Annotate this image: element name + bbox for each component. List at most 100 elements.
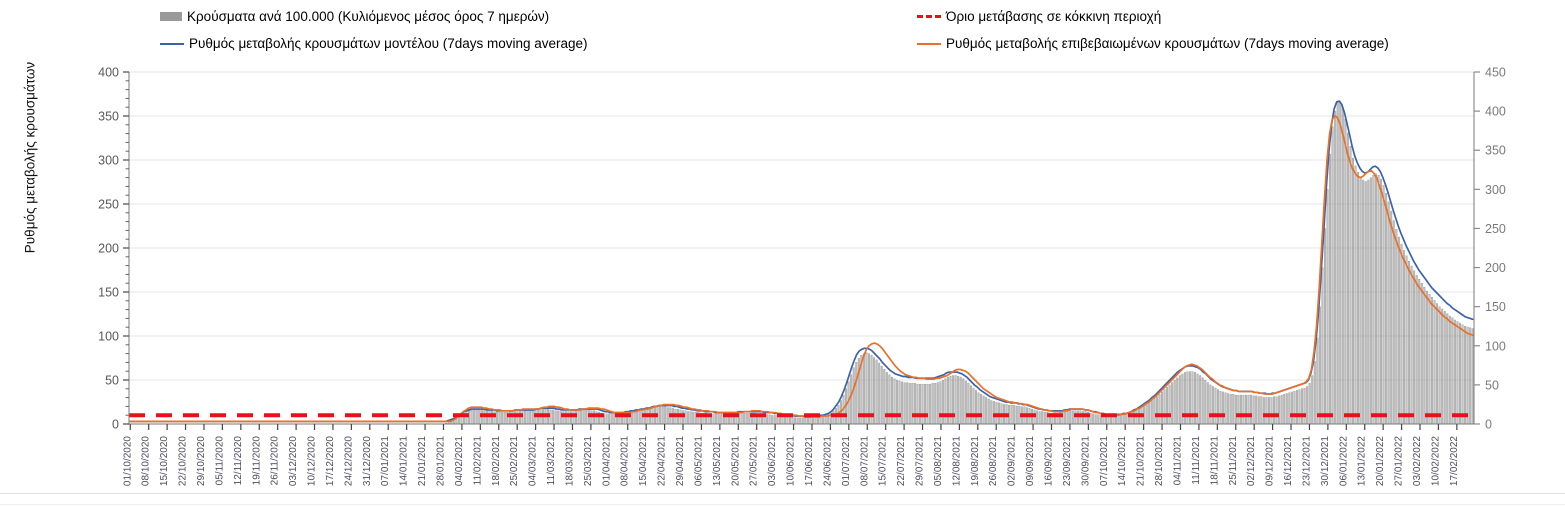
series-line-model-rate[interactable] <box>129 100 1474 423</box>
x-tick-label[interactable]: 11/02/2021 <box>472 436 483 486</box>
x-tick-label[interactable]: 01/10/2020 <box>122 436 133 486</box>
y-tick-label-left[interactable]: 0 <box>112 418 119 432</box>
y-tick-label-left[interactable]: 250 <box>98 198 119 212</box>
x-tick-label[interactable]: 25/11/2021 <box>1228 436 1239 486</box>
x-tick-label[interactable]: 14/01/2021 <box>399 436 410 486</box>
y-tick-label-left[interactable]: 400 <box>98 66 119 80</box>
x-tick-label[interactable]: 25/03/2021 <box>583 436 594 486</box>
x-tick-label[interactable]: 18/02/2021 <box>491 436 502 486</box>
x-tick-label[interactable]: 17/06/2021 <box>804 436 815 486</box>
x-tick-label[interactable]: 16/12/2021 <box>1283 436 1294 486</box>
bar <box>916 383 919 425</box>
x-tick-label[interactable]: 15/10/2020 <box>159 436 170 486</box>
x-tick-label[interactable]: 11/11/2021 <box>1191 436 1202 485</box>
y-tick-label-right[interactable]: 150 <box>1485 300 1506 314</box>
x-tick-label[interactable]: 04/03/2021 <box>528 436 539 486</box>
y-tick-label-right[interactable]: 350 <box>1485 144 1506 158</box>
x-tick-label[interactable]: 11/03/2021 <box>546 436 557 486</box>
x-tick-label[interactable]: 10/12/2020 <box>307 436 318 486</box>
x-tick-label[interactable]: 22/07/2021 <box>896 436 907 486</box>
x-tick-label[interactable]: 25/02/2021 <box>509 436 520 486</box>
y-tick-label-left[interactable]: 100 <box>98 330 119 344</box>
x-tick-label[interactable]: 21/10/2021 <box>1136 436 1147 486</box>
x-tick-label[interactable]: 29/04/2021 <box>675 436 686 486</box>
y-tick-label-right[interactable]: 50 <box>1485 378 1499 392</box>
x-tick-label[interactable]: 09/09/2021 <box>1025 436 1036 486</box>
x-tick-label[interactable]: 02/09/2021 <box>1007 436 1018 486</box>
x-tick-label[interactable]: 22/04/2021 <box>657 436 668 486</box>
y-tick-label-left[interactable]: 50 <box>105 374 119 388</box>
y-tick-label-right[interactable]: 300 <box>1485 183 1506 197</box>
x-tick-label[interactable]: 06/01/2022 <box>1338 436 1349 486</box>
y-tick-label-right[interactable]: 200 <box>1485 261 1506 275</box>
x-tick-label[interactable]: 15/04/2021 <box>638 436 649 486</box>
x-tick-label[interactable]: 06/05/2021 <box>693 436 704 486</box>
x-tick-label[interactable]: 12/08/2021 <box>951 436 962 486</box>
x-tick-label[interactable]: 10/06/2021 <box>786 436 797 486</box>
x-tick-label[interactable]: 28/01/2021 <box>435 436 446 486</box>
x-tick-label[interactable]: 04/11/2021 <box>1172 436 1183 486</box>
x-tick-label[interactable]: 08/07/2021 <box>859 436 870 486</box>
x-tick-label[interactable]: 03/12/2020 <box>288 436 299 486</box>
x-tick-label[interactable]: 17/02/2022 <box>1449 436 1460 486</box>
x-tick-label[interactable]: 16/09/2021 <box>1044 436 1055 486</box>
x-tick-label[interactable]: 23/09/2021 <box>1062 436 1073 486</box>
x-tick-label[interactable]: 03/06/2021 <box>767 436 778 486</box>
x-tick-label[interactable]: 13/05/2021 <box>712 436 723 486</box>
y-tick-label-left[interactable]: 150 <box>98 286 119 300</box>
y-tick-label-right[interactable]: 250 <box>1485 222 1506 236</box>
x-tick-label[interactable]: 08/04/2021 <box>620 436 631 486</box>
x-tick-label[interactable]: 15/07/2021 <box>878 436 889 486</box>
x-tick-label[interactable]: 13/01/2022 <box>1357 436 1368 486</box>
x-tick-label[interactable]: 21/01/2021 <box>417 436 428 486</box>
series-line-confirmed-rate[interactable] <box>129 115 1474 423</box>
x-tick-label[interactable]: 01/04/2021 <box>601 436 612 486</box>
x-tick-label[interactable]: 18/03/2021 <box>564 436 575 486</box>
x-tick-label[interactable]: 03/02/2022 <box>1412 436 1423 486</box>
x-tick-label[interactable]: 09/12/2021 <box>1265 436 1276 486</box>
x-tick-label[interactable]: 01/07/2021 <box>841 436 852 486</box>
x-tick-label[interactable]: 20/01/2022 <box>1375 436 1386 486</box>
x-tick-label[interactable]: 17/12/2020 <box>325 436 336 486</box>
x-tick-label[interactable]: 26/08/2021 <box>988 436 999 486</box>
x-tick-label[interactable]: 27/01/2022 <box>1394 436 1405 486</box>
y-tick-label-right[interactable]: 0 <box>1485 418 1492 432</box>
x-tick-label[interactable]: 24/12/2020 <box>343 436 354 486</box>
legend-item-red-threshold[interactable]: Όριο μετάβασης σε κόκκινη περιοχή <box>917 10 1161 24</box>
y-tick-label-left[interactable]: 300 <box>98 154 119 168</box>
x-tick-label[interactable]: 24/06/2021 <box>822 436 833 486</box>
x-tick-label[interactable]: 04/02/2021 <box>454 436 465 486</box>
x-tick-label[interactable]: 23/12/2021 <box>1301 436 1312 486</box>
x-tick-label[interactable]: 22/10/2020 <box>178 436 189 486</box>
x-tick-label[interactable]: 07/10/2021 <box>1099 436 1110 486</box>
x-tick-label[interactable]: 14/10/2021 <box>1117 436 1128 486</box>
x-tick-label[interactable]: 02/12/2021 <box>1246 436 1257 486</box>
x-tick-label[interactable]: 19/08/2021 <box>970 436 981 486</box>
y-tick-label-right[interactable]: 400 <box>1485 105 1506 119</box>
x-tick-label[interactable]: 29/10/2020 <box>196 436 207 486</box>
x-tick-label[interactable]: 18/11/2021 <box>1209 436 1220 486</box>
x-tick-label[interactable]: 31/12/2020 <box>362 436 373 486</box>
legend-item-confirmed-rate[interactable]: Ρυθμός μεταβολής επιβεβαιωμένων κρουσμάτ… <box>917 37 1389 51</box>
x-tick-label[interactable]: 26/11/2020 <box>270 436 281 486</box>
x-tick-label[interactable]: 12/11/2020 <box>233 436 244 486</box>
x-tick-label[interactable]: 05/11/2020 <box>214 436 225 486</box>
x-tick-label[interactable]: 30/09/2021 <box>1080 436 1091 486</box>
x-tick-label[interactable]: 07/01/2021 <box>380 436 391 486</box>
x-tick-label[interactable]: 20/05/2021 <box>730 436 741 486</box>
x-tick-label[interactable]: 29/07/2021 <box>915 436 926 486</box>
y-tick-label-left[interactable]: 200 <box>98 242 119 256</box>
bars-group[interactable] <box>445 101 1474 425</box>
x-tick-label[interactable]: 08/10/2020 <box>141 436 152 486</box>
x-tick-label[interactable]: 10/02/2022 <box>1430 436 1441 486</box>
legend-item-model-rate[interactable]: Ρυθμός μεταβολής κρουσμάτων μοντέλου (7d… <box>160 37 588 51</box>
y-tick-label-left[interactable]: 350 <box>98 110 119 124</box>
x-tick-label[interactable]: 19/11/2020 <box>251 436 262 486</box>
y-tick-label-right[interactable]: 450 <box>1485 66 1506 80</box>
legend-item-cases-per-100k[interactable]: Κρούσματα ανά 100.000 (Κυλιόμενος μέσος … <box>160 10 549 24</box>
y-tick-label-right[interactable]: 100 <box>1485 339 1506 353</box>
x-tick-label[interactable]: 27/05/2021 <box>749 436 760 486</box>
x-tick-label[interactable]: 28/10/2021 <box>1154 436 1165 486</box>
x-tick-label[interactable]: 05/08/2021 <box>933 436 944 486</box>
x-tick-label[interactable]: 30/12/2021 <box>1320 436 1331 486</box>
